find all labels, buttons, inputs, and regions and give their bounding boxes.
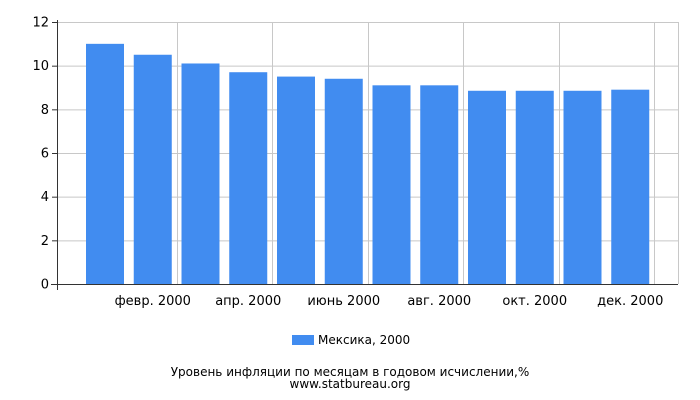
x-tick-label: дек. 2000 xyxy=(597,294,663,309)
y-axis-ticks: 0 2 4 6 8 10 12 xyxy=(32,16,57,293)
chart-caption-source: www.statbureau.org xyxy=(289,377,411,391)
y-tick-label: 8 xyxy=(41,103,49,118)
y-tick-label: 0 xyxy=(41,278,49,293)
bar xyxy=(468,90,506,285)
bar xyxy=(86,43,124,285)
y-tick-label: 6 xyxy=(41,147,49,162)
bar xyxy=(515,90,554,285)
legend: Мексика, 2000 xyxy=(292,333,410,347)
x-tick-label: апр. 2000 xyxy=(215,294,281,309)
legend-label: Мексика, 2000 xyxy=(318,333,411,347)
x-tick-label: окт. 2000 xyxy=(502,294,567,309)
legend-swatch xyxy=(292,335,314,345)
bar xyxy=(372,85,411,284)
x-tick-label: авг. 2000 xyxy=(407,294,471,309)
bar xyxy=(133,54,172,284)
bar xyxy=(277,76,315,284)
bar xyxy=(229,72,268,284)
axes xyxy=(51,20,678,290)
y-tick-label: 12 xyxy=(32,16,49,31)
y-tick-label: 2 xyxy=(41,234,49,249)
x-axis-ticks: февр. 2000 апр. 2000 июнь 2000 авг. 2000 окт… xyxy=(115,294,664,309)
bar xyxy=(420,85,459,284)
x-tick-label: июнь 2000 xyxy=(307,294,380,309)
bar xyxy=(563,90,602,285)
bar xyxy=(324,78,363,285)
y-tick-label: 4 xyxy=(41,190,49,205)
bars xyxy=(86,43,650,285)
chart-caption-title: Уровень инфляции по месяцам в годовом ис… xyxy=(170,365,530,379)
inflation-bar-chart: 0 2 4 6 8 10 12 февр. 2000 апр. 2000 июнь 2000 ав… xyxy=(32,16,679,309)
y-tick-label: 10 xyxy=(32,59,49,74)
bar xyxy=(181,63,220,284)
bar xyxy=(611,89,650,284)
x-tick-label: февр. 2000 xyxy=(115,294,191,309)
